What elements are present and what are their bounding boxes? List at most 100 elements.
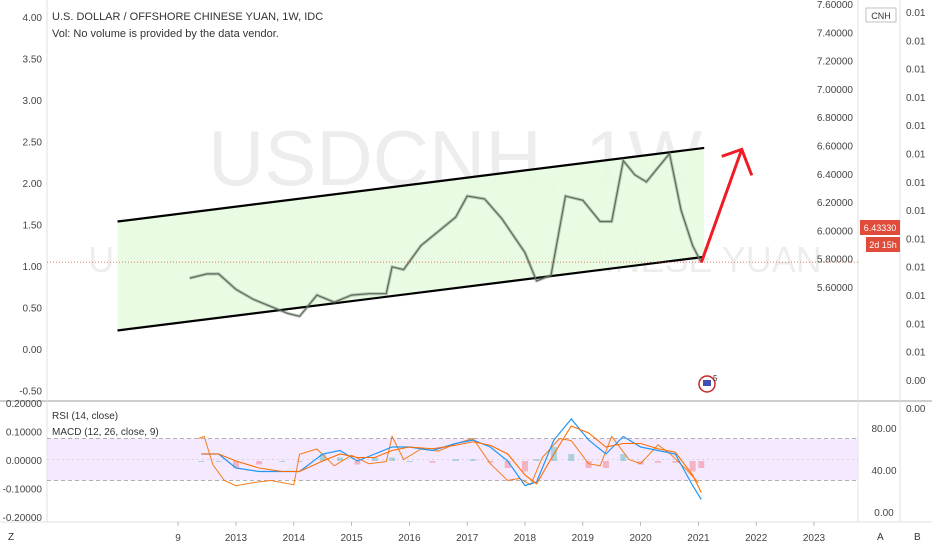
macd-histogram-bar (637, 461, 644, 465)
rsi-axis-tick: 80.00 (871, 424, 896, 435)
macd-histogram-bar (319, 454, 326, 461)
x-axis-tick: 2013 (225, 533, 248, 544)
macd-histogram-bar (429, 461, 436, 463)
left-axis-tick: 1.00 (23, 262, 43, 273)
macd-histogram-bar (689, 461, 696, 472)
macd-histogram-bar (469, 459, 476, 461)
far-right-axis-tick: 0.01 (906, 206, 926, 217)
flag-icon-stripes (703, 380, 711, 386)
left-axis-tick: 0.50 (23, 304, 43, 315)
rsi-axis-tick: 40.00 (871, 466, 896, 477)
macd-histogram-bar (406, 461, 413, 462)
x-axis-tick: 2022 (745, 533, 768, 544)
far-right-axis-tick: 0.00 (906, 376, 926, 387)
macd-histogram-bar (296, 461, 303, 462)
arrow-shaft[interactable] (699, 148, 744, 264)
price-axis-tick: 7.00000 (817, 85, 854, 96)
far-right-axis-tick: 0.01 (906, 263, 926, 274)
signal-line (201, 425, 702, 493)
indicator-pane[interactable] (47, 418, 858, 500)
macd-histogram-bar (620, 454, 627, 461)
price-axis-tick: 7.60000 (817, 0, 854, 11)
rsi-line (198, 434, 699, 487)
volume-note: Vol: No volume is provided by the data v… (52, 28, 279, 40)
macd-histogram-bar (256, 461, 263, 465)
x-axis-tick: 2014 (283, 533, 306, 544)
x-axis-tick: 2018 (514, 533, 537, 544)
chart-title: U.S. DOLLAR / OFFSHORE CHINESE YUAN, 1W,… (52, 11, 323, 23)
macd-legend: MACD (12, 26, close, 9) (52, 427, 159, 438)
x-axis-tick: 2023 (803, 533, 826, 544)
price-axis-tick: 6.40000 (817, 170, 854, 181)
left-axis-tick: 4.00 (23, 13, 43, 24)
macd-histogram-bar (371, 457, 378, 461)
macd-histogram-bar (585, 461, 592, 468)
projection-arrow[interactable] (699, 147, 754, 264)
left-axis-tick: 2.00 (23, 179, 43, 190)
event-count: 5 (713, 374, 718, 383)
macd-histogram-bar (233, 461, 239, 468)
macd-histogram-bar (698, 461, 705, 468)
macd-histogram-bar (389, 457, 396, 461)
countdown-label: 2d 15h (869, 240, 897, 250)
x-axis-tick: 2019 (572, 533, 595, 544)
macd-histogram-bar (452, 459, 459, 461)
channel-upper-line[interactable] (117, 146, 705, 223)
macd-histogram-bar (198, 461, 205, 462)
price-axis-tick: 5.80000 (817, 255, 854, 266)
far-right-axis-tick: 0.01 (906, 178, 926, 189)
macd-histogram-bar (279, 461, 286, 462)
b-button[interactable]: B (914, 532, 921, 543)
left-axis-tick: 3.50 (23, 55, 43, 66)
macd-histogram-bar (487, 461, 494, 463)
macd-histogram-bar (337, 457, 344, 461)
price-axis-tick: 5.60000 (817, 283, 854, 294)
macd-histogram-bar (504, 461, 511, 468)
price-axis-tick: 6.00000 (817, 226, 854, 237)
countdown-box (866, 237, 900, 252)
last-price-label: 6.43330 (864, 223, 897, 233)
left-axis-tick: 1.50 (23, 221, 43, 232)
arrow-head[interactable] (721, 147, 754, 176)
far-right-axis-tick: 0.01 (906, 348, 926, 359)
axes: 4.00 3.50 3.00 2.50 2.00 1.50 1.00 0.50 0.00 -0.5… (3, 0, 926, 544)
price-channel[interactable] (117, 146, 705, 332)
price-axis-tick: 7.20000 (817, 57, 854, 68)
auto-scale-button[interactable]: A (877, 532, 884, 543)
far-right-axis-tick: 0.01 (906, 150, 926, 161)
channel-fill (117, 147, 705, 331)
far-right-axis-tick: 0.00 (906, 404, 926, 415)
far-right-axis-tick: 0.01 (906, 291, 926, 302)
x-axis-tick: 2020 (629, 533, 652, 544)
macd-axis-tick: 0.00000 (6, 456, 43, 467)
left-axis-tick: 0.00 (23, 345, 43, 356)
currency-badge-box (865, 7, 897, 23)
macd-histogram-bar (654, 461, 661, 463)
x-axis-tick: 2015 (340, 533, 363, 544)
far-right-axis-tick: 0.01 (906, 121, 926, 132)
rsi-legend: RSI (14, close) (52, 411, 118, 422)
x-axis-tick: 9 (175, 533, 181, 544)
far-right-axis-tick: 0.01 (906, 93, 926, 104)
far-right-axis-tick: 0.01 (906, 8, 926, 19)
price-line (189, 152, 702, 317)
macd-axis-tick: -0.10000 (3, 485, 43, 496)
macd-axis-tick: -0.20000 (3, 513, 43, 524)
price-axis-tick: 6.20000 (817, 198, 854, 209)
price-axis-tick: 6.60000 (817, 142, 854, 153)
macd-axis-tick: 0.20000 (6, 399, 43, 410)
price-series (47, 149, 858, 319)
macd-histogram-bar (672, 461, 679, 463)
macd-histogram-bar (602, 461, 609, 468)
rsi-axis-tick: 0.00 (874, 508, 894, 519)
price-axis-tick: 6.80000 (817, 113, 854, 124)
macd-histogram-bar (522, 461, 528, 472)
far-right-axis-tick: 0.01 (906, 36, 926, 47)
channel-lower-line[interactable] (117, 255, 705, 332)
currency-badge: CNH (871, 11, 891, 21)
macd-histogram-bar (215, 461, 222, 462)
left-axis-tick: 2.50 (23, 138, 43, 149)
zoom-button[interactable]: Z (8, 532, 14, 543)
macd-histogram-bar (568, 454, 575, 461)
